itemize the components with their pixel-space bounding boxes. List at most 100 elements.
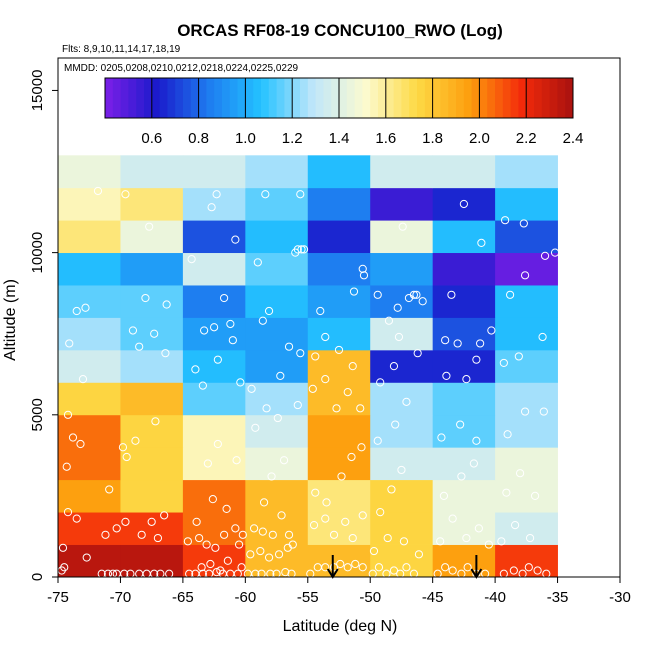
sample-point xyxy=(524,563,533,572)
heatmap-cell xyxy=(370,220,434,254)
sample-point xyxy=(299,245,309,254)
heatmap-cell xyxy=(307,220,371,254)
sample-point xyxy=(321,563,330,572)
heatmap-cell xyxy=(307,447,371,481)
colorbar: 0.6 0.8 1.0 1.2 1.4 1.6 1.8 2.0 2.2 2.4 xyxy=(104,77,583,147)
sample-point xyxy=(213,439,222,449)
heatmap-cell xyxy=(307,155,371,189)
y-tick-label: 10000 xyxy=(29,232,46,274)
sample-point xyxy=(374,563,384,572)
colorbar-tick-label: 0.8 xyxy=(188,130,209,147)
sample-point xyxy=(412,290,421,299)
heatmap-cell xyxy=(432,382,496,416)
sample-point xyxy=(261,190,270,199)
heatmap-cell xyxy=(245,317,309,351)
sample-point xyxy=(499,358,508,368)
y-axis-label: Altitude (m) xyxy=(2,279,19,361)
colorbar-segment xyxy=(323,78,332,118)
heatmap-cell xyxy=(432,414,496,448)
sample-point xyxy=(477,238,486,247)
sample-point xyxy=(457,472,466,481)
heatmap-cell xyxy=(307,414,371,448)
sample-point xyxy=(373,290,382,299)
heatmap-cell xyxy=(370,285,434,318)
colorbar-segment xyxy=(378,78,387,118)
sample-point xyxy=(436,537,445,546)
sample-point xyxy=(78,375,88,384)
sample-point xyxy=(191,365,200,374)
sample-point xyxy=(183,537,192,546)
sample-point xyxy=(202,540,211,549)
dates-note: MMDD: 0205,0208,0210,0212,0218,0224,0225… xyxy=(64,63,299,74)
heatmap-cell xyxy=(58,285,121,318)
chart-title: ORCAS RF08-19 CONCU100_RWO (Log) xyxy=(177,21,503,40)
sample-point xyxy=(502,488,511,497)
heatmap-cell xyxy=(182,155,246,189)
sample-point xyxy=(264,553,274,562)
x-tick-label: -40 xyxy=(484,589,506,606)
heatmap-cell xyxy=(370,349,434,383)
heatmap-cell xyxy=(120,447,184,481)
y-axis: 0 5000 10000 15000 xyxy=(29,70,59,581)
sample-point xyxy=(222,504,231,513)
sample-point xyxy=(347,452,356,462)
sample-point xyxy=(293,245,302,254)
heatmap-cell xyxy=(370,382,434,416)
sample-point xyxy=(276,371,285,380)
sample-point xyxy=(357,443,366,452)
heatmap-cell xyxy=(432,317,496,351)
sample-point xyxy=(538,332,547,342)
heatmap-cell xyxy=(58,317,121,351)
sample-point xyxy=(321,514,330,523)
sample-point xyxy=(281,568,290,577)
sample-point xyxy=(288,540,297,549)
colorbar-segment xyxy=(393,78,402,118)
sample-point xyxy=(296,349,305,358)
colorbar-segment xyxy=(510,78,519,118)
sample-point xyxy=(469,459,478,468)
sample-point xyxy=(448,514,457,523)
heatmap-cell xyxy=(58,544,121,578)
sample-point xyxy=(321,375,330,384)
sample-point xyxy=(213,355,222,364)
sample-point xyxy=(520,407,530,416)
sample-point xyxy=(530,491,540,501)
heatmap-cell xyxy=(495,447,558,481)
colorbar-segment xyxy=(292,78,301,118)
sample-point xyxy=(332,404,341,413)
heatmap-cell xyxy=(495,544,558,578)
sample-point xyxy=(293,400,302,410)
sample-point xyxy=(397,465,406,475)
sample-point xyxy=(389,566,399,575)
sample-point xyxy=(337,472,346,481)
sample-point xyxy=(82,553,91,562)
sample-point xyxy=(384,316,394,325)
sample-point xyxy=(348,533,357,543)
x-tick-label: -75 xyxy=(47,589,69,606)
heatmap-cell xyxy=(58,220,121,254)
sample-point xyxy=(135,342,144,351)
sample-point xyxy=(207,203,216,212)
heatmap-cell xyxy=(370,544,434,578)
colorbar-segment xyxy=(300,78,309,118)
colorbar-segment xyxy=(354,78,363,118)
colorbar-segment xyxy=(276,78,285,118)
sample-point xyxy=(402,563,411,572)
sample-point xyxy=(394,332,404,342)
colorbar-segment xyxy=(105,78,114,118)
sample-points xyxy=(57,186,560,578)
sample-point xyxy=(550,248,560,257)
sample-point xyxy=(246,550,255,559)
colorbar-segment xyxy=(385,78,395,118)
heatmap-cell xyxy=(182,252,246,286)
sample-point xyxy=(476,339,485,348)
sample-point xyxy=(515,469,525,478)
sample-point xyxy=(413,349,422,358)
colorbar-segment xyxy=(222,78,231,118)
sample-point xyxy=(376,508,385,517)
colorbar-segment xyxy=(339,78,348,118)
sample-point xyxy=(160,511,169,520)
sample-point xyxy=(383,533,392,543)
sample-point xyxy=(533,566,542,575)
sample-point xyxy=(131,436,140,445)
